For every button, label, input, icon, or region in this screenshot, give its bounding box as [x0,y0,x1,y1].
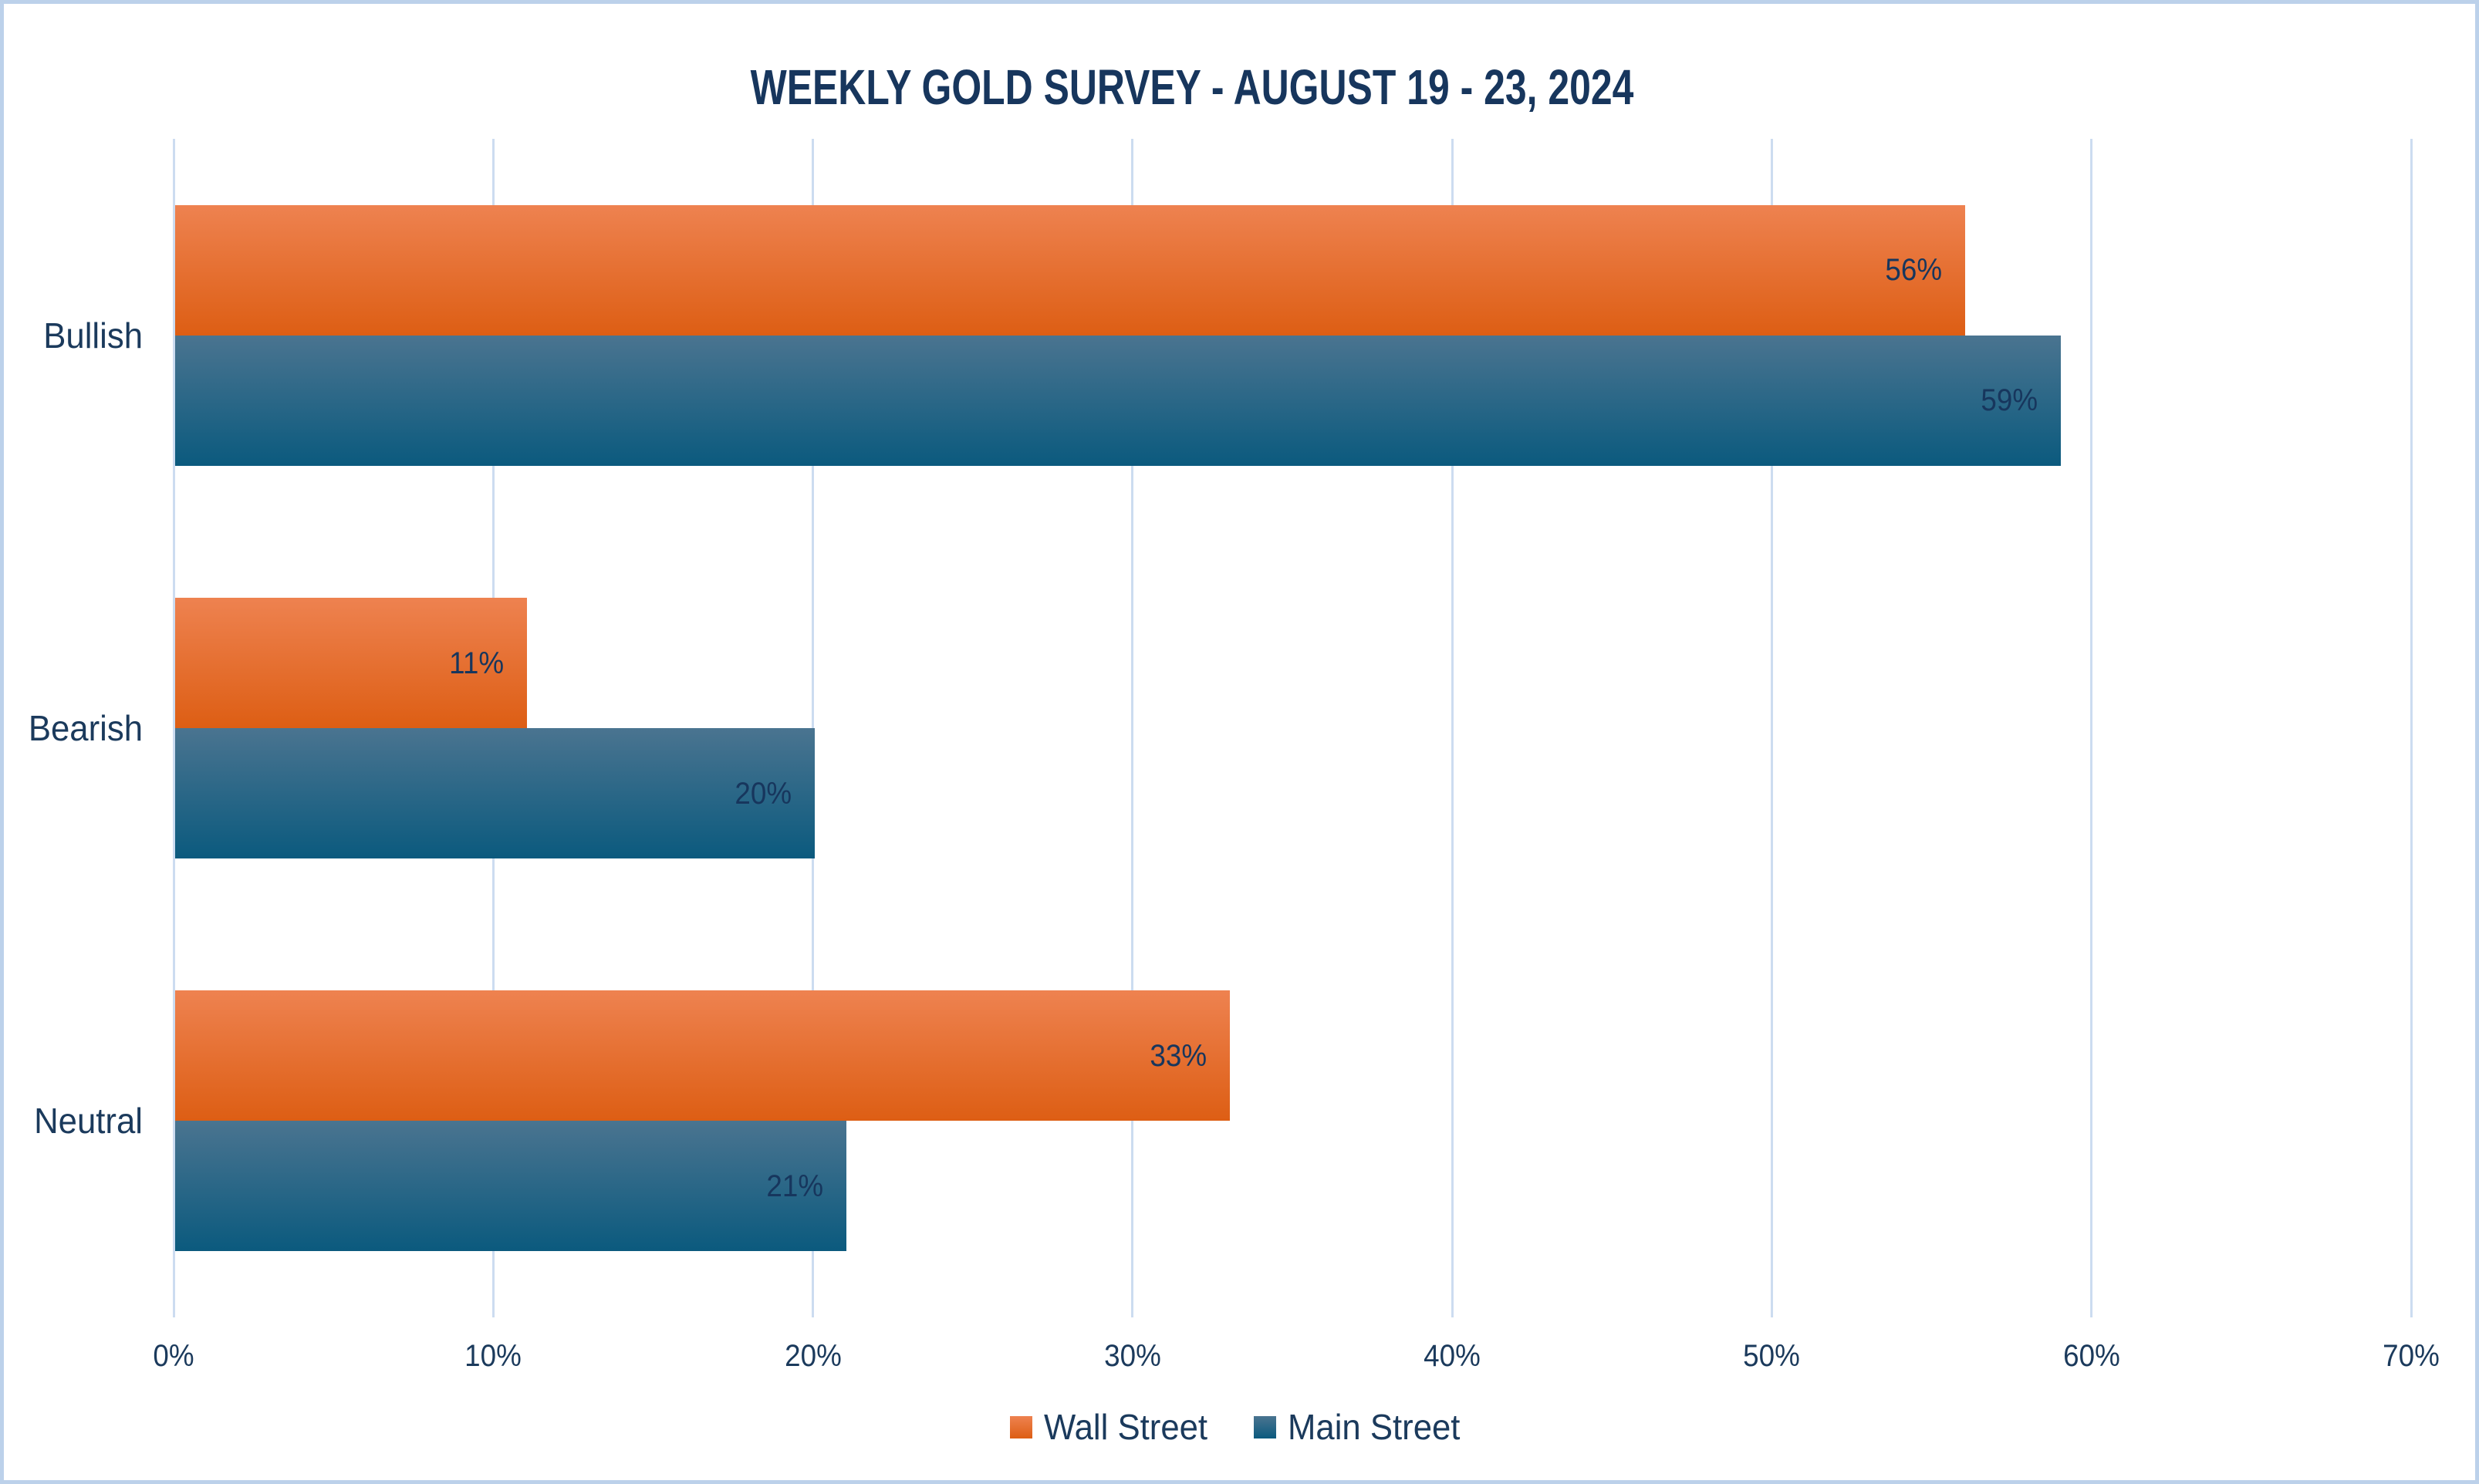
bar-wall-street-bullish: 56% [175,204,1965,336]
bar-value-label-main-street-bullish: 59% [1981,383,2038,418]
legend-swatch-main-street [1253,1415,1276,1438]
bar-value-label-wall-street-bullish: 56% [1885,253,1942,288]
legend-swatch-wall-street [1010,1415,1033,1438]
x-axis-tick-label: 10% [464,1339,522,1373]
gridline-0% [172,139,175,1317]
x-axis-tick-label: 20% [784,1339,842,1373]
category-label-neutral: Neutral [34,1101,143,1142]
legend-item-main-street: Main Street [1253,1407,1469,1447]
x-axis-tick-label: 60% [2062,1339,2120,1373]
bar-value-label-main-street-neutral: 21% [766,1169,823,1203]
category-label-bullish: Bullish [43,315,143,356]
bar-value-label-main-street-bearish: 20% [734,776,792,811]
category-label-bearish: Bearish [28,708,144,748]
x-axis-tick-label: 70% [2383,1339,2440,1373]
bar-main-street-neutral: 21% [175,1121,846,1252]
bar-main-street-bullish: 59% [175,335,2062,466]
x-axis-tick-label: 0% [153,1339,194,1373]
chart-title: WEEKLY GOLD SURVEY - AUGUST 19 - 23, 202… [750,59,1634,115]
legend: Wall Street Main Street [4,1409,2475,1445]
gridline-70% [2410,139,2413,1317]
x-axis-tick-label: 30% [1104,1339,1161,1373]
bar-wall-street-bearish: 11% [175,598,527,728]
gridline-60% [2090,139,2093,1317]
gridline-50% [1770,139,1773,1317]
legend-label-wall-street: Wall Street [1044,1407,1208,1447]
gridline-30% [1131,139,1134,1317]
legend-item-wall-street: Wall Street [1010,1409,1216,1445]
gridline-40% [1451,139,1454,1317]
bar-value-label-wall-street-bearish: 11% [448,646,504,680]
legend-label-main-street: Main Street [1287,1407,1460,1447]
x-axis-tick-label: 40% [1424,1339,1481,1373]
x-axis-tick-label: 50% [1743,1339,1801,1373]
bar-wall-street-neutral: 33% [175,990,1231,1121]
bar-value-label-wall-street-neutral: 33% [1150,1038,1207,1073]
bar-main-street-bearish: 20% [175,728,815,858]
